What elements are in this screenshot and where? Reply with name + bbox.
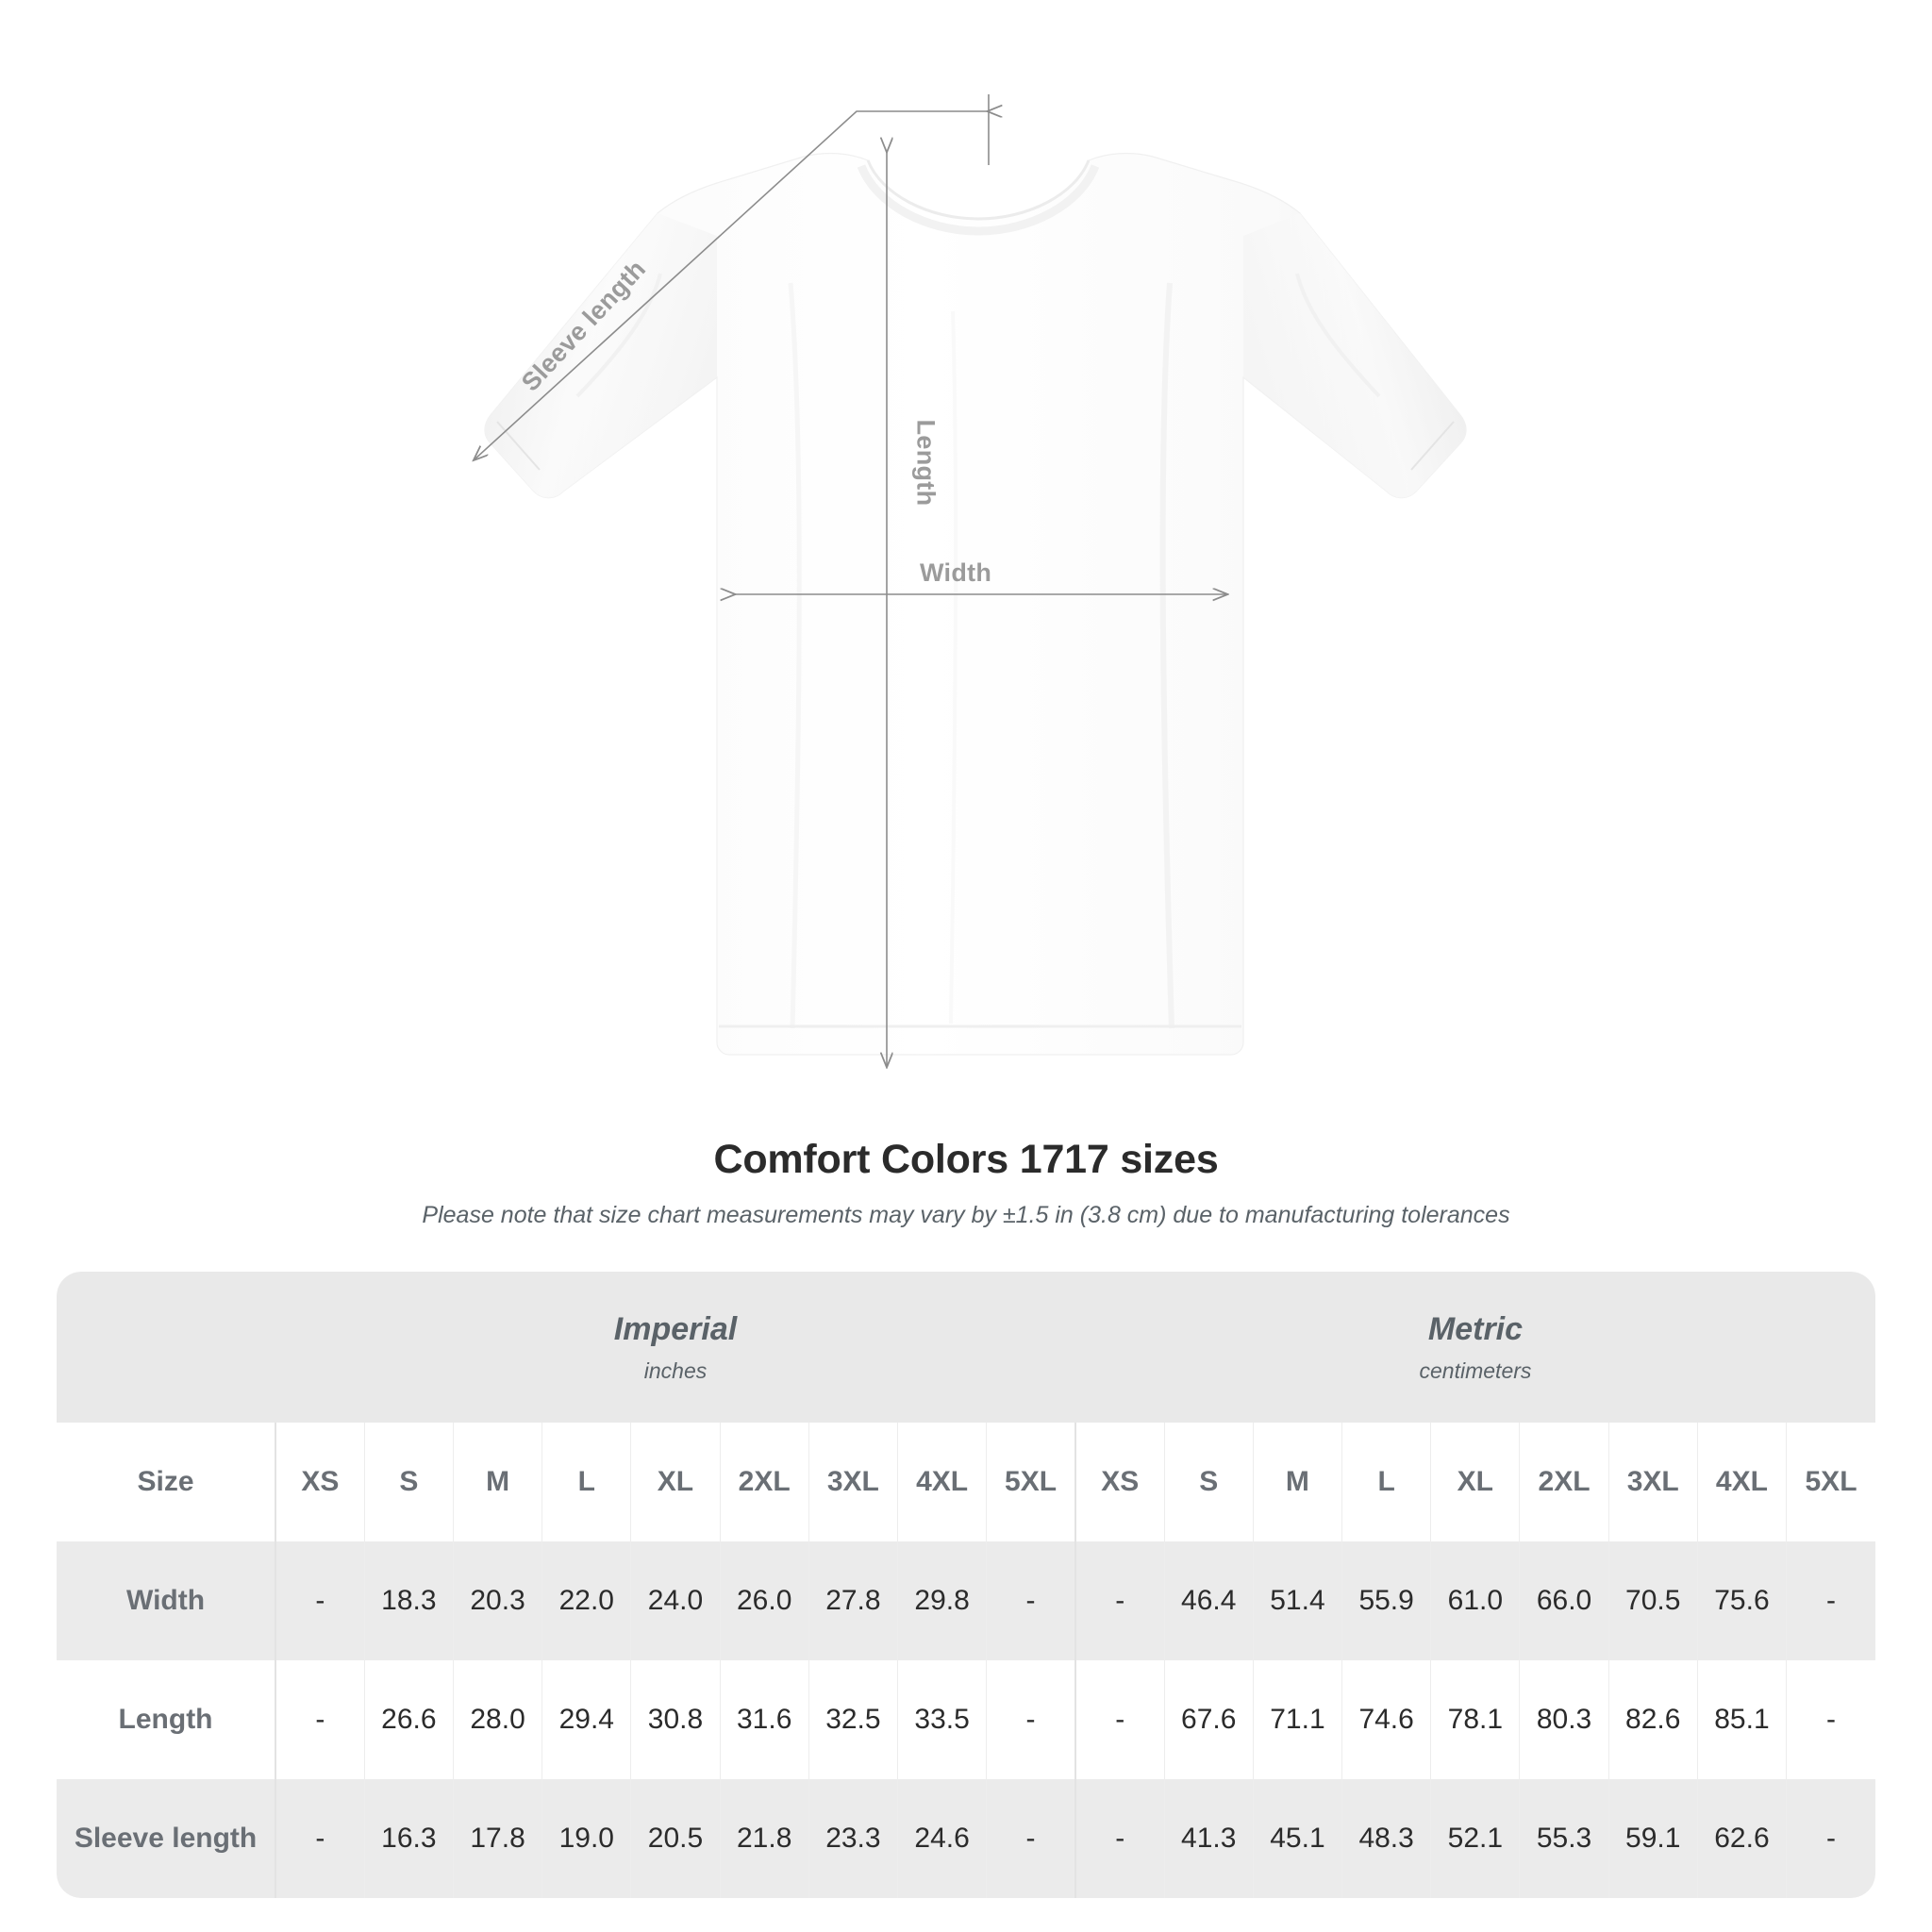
row-label-sleeve-length: Sleeve length [57,1779,276,1898]
header-imperial-4xl: 4XL [896,1423,987,1541]
cell-width-metric-3xl: 70.5 [1607,1541,1698,1660]
cell-sleeve-metric-xs: - [1074,1779,1165,1898]
table-row-length: Length - 26.6 28.0 29.4 30.8 31.6 32.5 3… [57,1660,1875,1779]
cell-sleeve-metric-3xl: 59.1 [1607,1779,1698,1898]
cell-sleeve-imperial-xl: 20.5 [630,1779,721,1898]
cell-width-metric-2xl: 66.0 [1519,1541,1609,1660]
header-imperial-l: L [541,1423,631,1541]
cell-length-metric-3xl: 82.6 [1607,1660,1698,1779]
cell-length-metric-xl: 78.1 [1430,1660,1520,1779]
header-imperial-5xl: 5XL [986,1423,1075,1541]
cell-width-imperial-xl: 24.0 [630,1541,721,1660]
header-metric-s: S [1163,1423,1254,1541]
cell-width-imperial-l: 22.0 [541,1541,631,1660]
cell-length-metric-2xl: 80.3 [1519,1660,1609,1779]
cell-length-metric-5xl: - [1786,1660,1875,1779]
table-row-width: Width - 18.3 20.3 22.0 24.0 26.0 27.8 29… [57,1541,1875,1660]
product-illustration: Sleeve length Length Width [0,94,1467,1123]
cell-sleeve-metric-s: 41.3 [1163,1779,1254,1898]
length-annotation-label: Length [911,419,941,507]
tshirt-diagram [0,94,1467,1123]
header-imperial-m: M [452,1423,542,1541]
unit-sub-metric: centimeters [1419,1357,1532,1383]
cell-width-imperial-5xl: - [986,1541,1075,1660]
cell-sleeve-metric-m: 45.1 [1252,1779,1342,1898]
header-metric-xs: XS [1074,1423,1165,1541]
unit-system-row: Imperial inches Metric centimeters [57,1272,1875,1423]
unit-row-spacer [57,1272,276,1423]
cell-sleeve-metric-5xl: - [1786,1779,1875,1898]
header-metric-m: M [1252,1423,1342,1541]
header-imperial-3xl: 3XL [808,1423,898,1541]
unit-cell-metric: Metric centimeters [1074,1272,1875,1423]
cell-length-metric-4xl: 85.1 [1696,1660,1787,1779]
cell-length-imperial-xs: - [275,1660,365,1779]
cell-width-metric-l: 55.9 [1341,1541,1431,1660]
size-header-row: Size XS S M L XL 2XL 3XL 4XL 5XL XS S M … [57,1423,1875,1541]
header-imperial-s: S [363,1423,454,1541]
header-metric-l: L [1341,1423,1431,1541]
width-annotation-label: Width [920,558,992,587]
cell-length-imperial-s: 26.6 [363,1660,454,1779]
cell-sleeve-imperial-2xl: 21.8 [719,1779,809,1898]
cell-width-imperial-xs: - [275,1541,365,1660]
cell-length-imperial-2xl: 31.6 [719,1660,809,1779]
header-metric-xl: XL [1430,1423,1520,1541]
header-metric-2xl: 2XL [1519,1423,1609,1541]
header-metric-5xl: 5XL [1786,1423,1875,1541]
size-chart-table: Imperial inches Metric centimeters Size … [57,1272,1875,1898]
cell-width-metric-xs: - [1074,1541,1165,1660]
cell-width-metric-4xl: 75.6 [1696,1541,1787,1660]
page-title: Comfort Colors 1717 sizes [713,1137,1219,1182]
cell-width-imperial-2xl: 26.0 [719,1541,809,1660]
cell-sleeve-metric-4xl: 62.6 [1696,1779,1787,1898]
size-table-container: Imperial inches Metric centimeters Size … [57,1272,1875,1898]
cell-width-metric-xl: 61.0 [1430,1541,1520,1660]
header-imperial-xs: XS [275,1423,365,1541]
header-size-label: Size [57,1423,276,1541]
unit-cell-imperial: Imperial inches [275,1272,1075,1423]
cell-width-metric-s: 46.4 [1163,1541,1254,1660]
cell-sleeve-imperial-3xl: 23.3 [808,1779,898,1898]
header-imperial-2xl: 2XL [719,1423,809,1541]
cell-length-imperial-xl: 30.8 [630,1660,721,1779]
cell-length-imperial-m: 28.0 [452,1660,542,1779]
cell-length-imperial-5xl: - [986,1660,1075,1779]
cell-sleeve-imperial-xs: - [275,1779,365,1898]
tolerance-note: Please note that size chart measurements… [422,1202,1510,1228]
cell-sleeve-imperial-l: 19.0 [541,1779,631,1898]
header-metric-4xl: 4XL [1696,1423,1787,1541]
cell-length-imperial-l: 29.4 [541,1660,631,1779]
cell-width-metric-5xl: - [1786,1541,1875,1660]
cell-width-metric-m: 51.4 [1252,1541,1342,1660]
cell-length-metric-m: 71.1 [1252,1660,1342,1779]
cell-length-imperial-4xl: 33.5 [896,1660,987,1779]
cell-width-imperial-m: 20.3 [452,1541,542,1660]
cell-sleeve-imperial-m: 17.8 [452,1779,542,1898]
cell-length-imperial-3xl: 32.5 [808,1660,898,1779]
chart-heading: Comfort Colors 1717 sizes Please note th… [0,1137,1932,1229]
cell-sleeve-metric-xl: 52.1 [1430,1779,1520,1898]
header-imperial-xl: XL [630,1423,721,1541]
table-row-sleeve-length: Sleeve length - 16.3 17.8 19.0 20.5 21.8… [57,1779,1875,1898]
cell-sleeve-metric-l: 48.3 [1341,1779,1431,1898]
unit-name-metric: Metric [1427,1311,1524,1348]
cell-sleeve-imperial-4xl: 24.6 [896,1779,987,1898]
row-label-length: Length [57,1660,276,1779]
unit-name-imperial: Imperial [613,1311,738,1348]
header-metric-3xl: 3XL [1607,1423,1698,1541]
cell-sleeve-imperial-5xl: - [986,1779,1075,1898]
cell-length-metric-xs: - [1074,1660,1165,1779]
cell-length-metric-s: 67.6 [1163,1660,1254,1779]
cell-sleeve-imperial-s: 16.3 [363,1779,454,1898]
unit-sub-imperial: inches [643,1357,708,1383]
cell-length-metric-l: 74.6 [1341,1660,1431,1779]
cell-width-imperial-s: 18.3 [363,1541,454,1660]
row-label-width: Width [57,1541,276,1660]
cell-width-imperial-4xl: 29.8 [896,1541,987,1660]
measurement-lines [475,94,1226,1066]
cell-sleeve-metric-2xl: 55.3 [1519,1779,1609,1898]
cell-width-imperial-3xl: 27.8 [808,1541,898,1660]
